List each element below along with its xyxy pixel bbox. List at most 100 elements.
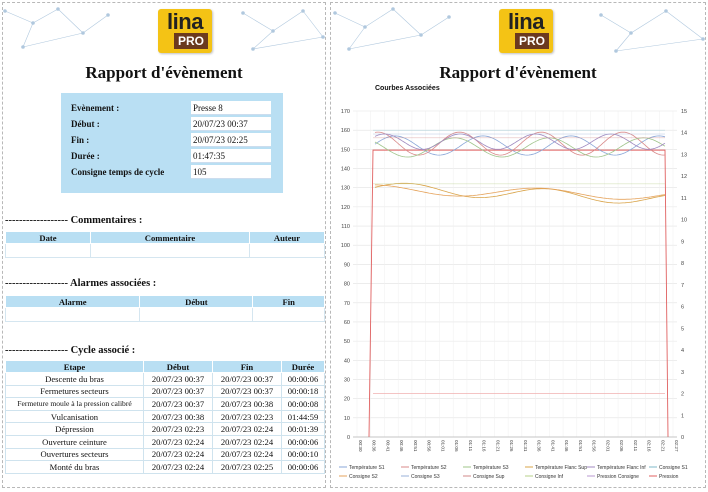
legend-item: Consigne Sup — [473, 474, 505, 480]
x-tick-label: 00:41 — [385, 440, 390, 452]
table-row — [4, 307, 325, 322]
table-row: Ouverture ceinture 20/07/23 02:24 20/07/23… — [5, 434, 325, 449]
cell-step: Monté du bras — [5, 460, 144, 474]
y-right-tick-label: 8 — [681, 261, 684, 267]
cell-end: 20/07/23 02:25 — [212, 460, 282, 474]
legend-item: Consigne S1 — [659, 465, 688, 471]
col-comment: Commentaire — [90, 231, 250, 244]
legend-item: Consigne S2 — [349, 474, 378, 480]
x-tick-label: 02:06 — [619, 440, 624, 452]
comments-title: ------------------ Commentaires : — [5, 215, 143, 226]
y-right-tick-label: 10 — [681, 218, 687, 224]
cell-duration: 00:00:08 — [281, 397, 325, 411]
cell-end: 20/07/23 00:38 — [212, 397, 282, 411]
y-left-tick-label: 140 — [341, 167, 350, 173]
x-tick-label: 00:36 — [372, 440, 377, 452]
comments-table: Date Commentaire Auteur — [5, 231, 325, 258]
cycle-time-label: Consigne temps de cycle — [71, 167, 165, 177]
cell-duration: 00:00:06 — [281, 434, 325, 449]
cell-start: 20/07/23 00:38 — [143, 409, 213, 424]
duration-value: 01:47:35 — [191, 149, 271, 163]
cycle-table: Etape Début Fin Durée Descente du bras 20… — [5, 360, 325, 474]
x-tick-label: 02:01 — [605, 440, 610, 452]
y-right-tick-label: 6 — [681, 305, 684, 311]
chart-label: Courbes Associées — [375, 85, 440, 92]
y-right-tick-label: 12 — [681, 174, 687, 180]
y-right-tick-label: 7 — [681, 283, 684, 289]
x-tick-label: 02:27 — [674, 440, 679, 452]
cell-duration: 01:44:59 — [281, 409, 325, 424]
page-title: Rapport d'évènement — [439, 63, 597, 82]
col-step: Etape — [5, 360, 144, 373]
x-tick-label: 01:06 — [454, 440, 459, 452]
y-left-tick-label: 10 — [344, 416, 350, 422]
cell-end: 20/07/23 02:24 — [212, 422, 282, 436]
x-tick-label: 00:51 — [413, 440, 418, 452]
x-tick-label: 01:36 — [537, 440, 542, 452]
cell-end: 20/07/23 02:24 — [212, 447, 282, 462]
x-tick-label: 01:41 — [550, 440, 555, 452]
cell-end: 20/07/23 00:37 — [212, 372, 282, 386]
x-tick-label: 01:46 — [564, 440, 569, 452]
legend-item: Température S1 — [349, 465, 385, 471]
x-tick-label: 02:21 — [660, 440, 665, 452]
x-tick-label: 01:01 — [440, 440, 445, 452]
cell-duration: 00:00:18 — [281, 384, 325, 399]
y-left-tick-label: 120 — [341, 205, 350, 211]
y-left-tick-label: 40 — [344, 358, 350, 364]
table-row: Ouvertures secteurs 20/07/23 02:24 20/07/2… — [5, 447, 325, 462]
table-row: Fermetures secteurs 20/07/23 00:37 20/07/2… — [5, 384, 325, 399]
cell-end: 20/07/23 02:23 — [212, 409, 282, 424]
x-tick-label: 01:11 — [468, 440, 473, 452]
series-line-temp-rature-flanc-sup — [374, 182, 666, 204]
duration-label: Durée : — [71, 151, 100, 161]
y-left-tick-label: 80 — [344, 282, 350, 288]
col-end: Fin — [252, 295, 325, 308]
end-value: 20/07/23 02:25 — [191, 133, 271, 147]
series-line-temp-rature-s1 — [374, 135, 666, 156]
legend-item: Consigne Inf — [535, 474, 564, 480]
y-left-tick-label: 20 — [344, 397, 350, 403]
y-left-tick-label: 130 — [341, 186, 350, 192]
legend-item: Température Flanc Inf — [597, 465, 646, 471]
y-left-tick-label: 50 — [344, 339, 350, 345]
event-value: Presse 8 — [191, 101, 271, 115]
col-start: Début — [139, 295, 254, 308]
cell-step: Fermeture moule à la pression calibré — [5, 397, 144, 411]
x-tick-label: 01:21 — [495, 440, 500, 452]
y-right-tick-label: 14 — [681, 131, 687, 137]
x-tick-label: 01:56 — [592, 440, 597, 452]
x-tick-label: 01:26 — [509, 440, 514, 452]
x-tick-label: 01:51 — [578, 440, 583, 452]
series-line-temp-rature-s3 — [374, 137, 666, 158]
alarms-table: Alarme Début Fin — [4, 295, 325, 322]
cell-step: Dépression — [5, 422, 144, 436]
y-right-tick-label: 1 — [681, 413, 684, 419]
legend-item: Pression Consigne — [597, 474, 639, 480]
col-author: Auteur — [249, 231, 325, 244]
y-left-tick-label: 0 — [347, 435, 350, 441]
cell-step: Ouverture ceinture — [5, 434, 144, 449]
x-tick-label: 00:30 — [358, 440, 363, 452]
cell-start: 20/07/23 00:37 — [143, 397, 213, 411]
col-end: Fin — [212, 360, 282, 373]
report-page-right: lina PRO Rapport d'évènement Courbes Ass… — [330, 2, 706, 488]
x-tick-label: 01:16 — [482, 440, 487, 452]
table-row — [5, 243, 325, 258]
lina-pro-logo: lina PRO — [499, 9, 553, 53]
x-tick-label: 00:56 — [427, 440, 432, 452]
y-right-tick-label: 5 — [681, 326, 684, 332]
report-page-left: lina PRO Rapport d'évènement Evènement :… — [2, 2, 326, 488]
legend-item: Température S3 — [473, 465, 509, 471]
cell-step: Descente du bras — [5, 372, 144, 386]
cycle-title: ------------------ Cycle associé : — [5, 345, 136, 356]
col-alarm: Alarme — [4, 295, 141, 308]
cell-duration: 00:00:06 — [281, 372, 325, 386]
start-label: Début : — [71, 119, 100, 129]
cell-step: Ouvertures secteurs — [5, 447, 144, 462]
legend-item: Température Flanc Sup — [535, 465, 587, 471]
y-right-tick-label: 9 — [681, 239, 684, 245]
y-left-tick-label: 90 — [344, 262, 350, 268]
table-row: Monté du bras 20/07/23 02:24 20/07/23 02:2… — [5, 460, 325, 474]
table-row: Fermeture moule à la pression calibré 20/… — [5, 397, 325, 411]
